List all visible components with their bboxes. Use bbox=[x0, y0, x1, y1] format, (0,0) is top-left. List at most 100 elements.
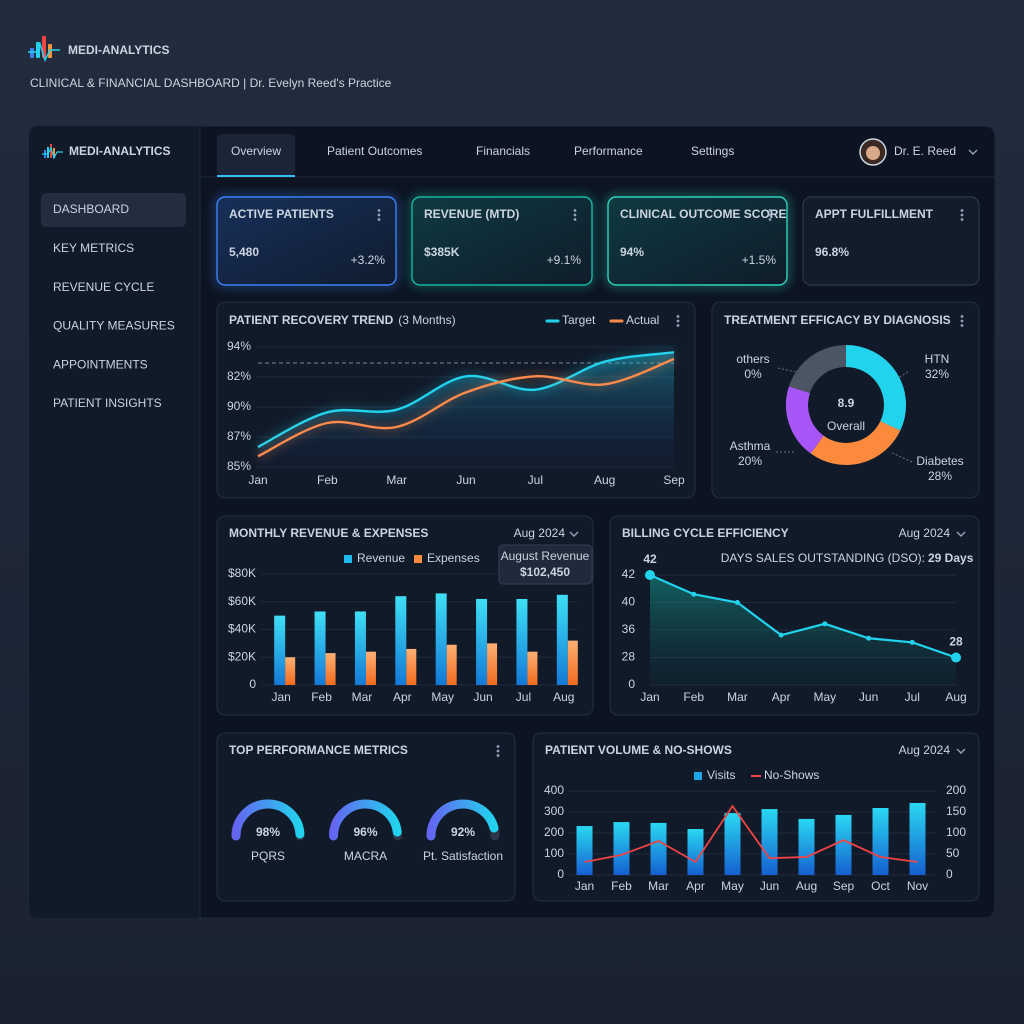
nav-item[interactable]: DASHBOARD bbox=[53, 202, 129, 216]
nav-item[interactable]: REVENUE CYCLE bbox=[53, 280, 154, 294]
point bbox=[951, 652, 961, 663]
y-tick-label: 0 bbox=[249, 677, 256, 691]
menu-dot bbox=[676, 319, 680, 323]
menu-dot bbox=[377, 213, 381, 217]
y2-tick-label: 0 bbox=[946, 867, 953, 881]
tab[interactable]: Overview bbox=[231, 144, 281, 158]
nav-item[interactable]: QUALITY MEASURES bbox=[53, 319, 175, 333]
user-name[interactable]: Dr. E. Reed bbox=[894, 144, 956, 158]
kpi-label: CLINICAL OUTCOME SCORE bbox=[620, 207, 786, 221]
donut-segment bbox=[845, 345, 906, 431]
kpi-card bbox=[216, 196, 397, 286]
x-tick-label: Jun bbox=[760, 879, 779, 893]
kpi-value: $385K bbox=[424, 245, 460, 259]
menu-dot bbox=[960, 213, 964, 217]
x-tick-label: Sep bbox=[833, 879, 855, 893]
chart-title: BILLING CYCLE EFFICIENCY bbox=[622, 526, 789, 540]
bar bbox=[567, 640, 578, 685]
tab[interactable]: Settings bbox=[691, 144, 734, 158]
menu-dot bbox=[573, 213, 577, 217]
point bbox=[734, 600, 740, 605]
legend-label: Actual bbox=[626, 313, 659, 327]
gauge-label: Pt. Satisfaction bbox=[423, 849, 503, 863]
menu-dot bbox=[960, 315, 964, 318]
nav-item[interactable]: APPOINTMENTS bbox=[53, 357, 148, 371]
legend-label: No-Shows bbox=[764, 768, 819, 782]
y-tick-label: 40 bbox=[622, 595, 636, 609]
menu-dot bbox=[496, 749, 500, 753]
donut-label: Diabetes bbox=[916, 454, 963, 468]
x-tick-label: Mar bbox=[727, 690, 748, 704]
donut-value-label: 20% bbox=[738, 454, 762, 468]
bar bbox=[435, 593, 447, 685]
nav-item[interactable]: KEY METRICS bbox=[53, 241, 134, 255]
menu-dot bbox=[768, 213, 772, 217]
bar bbox=[613, 822, 630, 875]
app-subtitle: CLINICAL & FINANCIAL DASHBOARD | Dr. Eve… bbox=[30, 76, 392, 90]
x-tick-label: Jul bbox=[528, 473, 543, 487]
bar bbox=[872, 808, 889, 875]
kpi-label: REVENUE (MTD) bbox=[424, 207, 519, 221]
logo-bar bbox=[30, 48, 34, 58]
point bbox=[778, 632, 784, 638]
chart-subtitle: (3 Months) bbox=[398, 313, 455, 327]
tab[interactable]: Performance bbox=[574, 144, 643, 158]
x-tick-label: Jan bbox=[272, 690, 291, 704]
brand-icon bbox=[47, 147, 49, 158]
menu-dot bbox=[960, 218, 964, 221]
bar bbox=[798, 818, 815, 875]
gauge-arc bbox=[329, 799, 402, 841]
y-tick-label: 300 bbox=[544, 804, 564, 818]
tooltip-title: August Revenue bbox=[501, 549, 590, 563]
y-tick-label: 87% bbox=[227, 429, 251, 443]
bar bbox=[446, 644, 457, 685]
bar bbox=[285, 657, 296, 685]
data-label: 28 bbox=[949, 635, 963, 649]
legend-label: Visits bbox=[707, 768, 735, 782]
x-tick-label: Nov bbox=[907, 879, 928, 893]
chevron bbox=[968, 149, 978, 155]
bar bbox=[724, 813, 741, 875]
kpi-value: 94% bbox=[620, 245, 644, 259]
gauge-label: PQRS bbox=[251, 849, 285, 863]
bar bbox=[365, 651, 376, 685]
period-select[interactable]: Aug 2024 bbox=[899, 743, 951, 757]
bar bbox=[314, 611, 326, 685]
x-tick-label: May bbox=[814, 690, 837, 704]
panel bbox=[711, 301, 980, 499]
chart-subtitle-value: 29 Days bbox=[928, 551, 974, 565]
donut-center-value: 8.9 bbox=[838, 396, 855, 410]
leader-line bbox=[897, 371, 909, 379]
y-tick-label: 400 bbox=[544, 783, 564, 797]
bar bbox=[487, 643, 498, 685]
chart-title: TREATMENT EFFICACY BY DIAGNOSIS bbox=[724, 313, 951, 327]
y-tick-label: 42 bbox=[622, 567, 636, 581]
brand-icon bbox=[53, 148, 55, 158]
sidebar bbox=[29, 126, 200, 918]
x-tick-label: Jul bbox=[516, 690, 531, 704]
x-tick-label: Aug bbox=[594, 473, 615, 487]
data-label: 42 bbox=[643, 552, 657, 566]
nav-item[interactable]: PATIENT INSIGHTS bbox=[53, 396, 162, 410]
logo-pulse bbox=[28, 41, 60, 63]
point bbox=[645, 570, 655, 580]
menu-dot bbox=[377, 218, 381, 221]
menu-dot bbox=[768, 209, 772, 212]
x-tick-label: Jan bbox=[575, 879, 594, 893]
legend-swatch bbox=[414, 555, 422, 563]
line bbox=[584, 804, 918, 864]
donut-segment bbox=[810, 420, 901, 465]
x-tick-label: Mar bbox=[648, 879, 669, 893]
y-tick-label: $40K bbox=[228, 622, 256, 636]
menu-dot bbox=[768, 218, 772, 221]
tab[interactable]: Patient Outcomes bbox=[327, 144, 422, 158]
donut-label: Asthma bbox=[730, 439, 771, 453]
kpi-value: 96.8% bbox=[815, 245, 849, 259]
period-select[interactable]: Aug 2024 bbox=[899, 526, 951, 540]
bar bbox=[516, 598, 528, 685]
tab[interactable]: Financials bbox=[476, 144, 530, 158]
x-tick-label: Aug bbox=[945, 690, 966, 704]
period-select[interactable]: Aug 2024 bbox=[514, 526, 566, 540]
y-tick-label: 0 bbox=[628, 677, 635, 691]
y-tick-label: 82% bbox=[227, 369, 251, 383]
